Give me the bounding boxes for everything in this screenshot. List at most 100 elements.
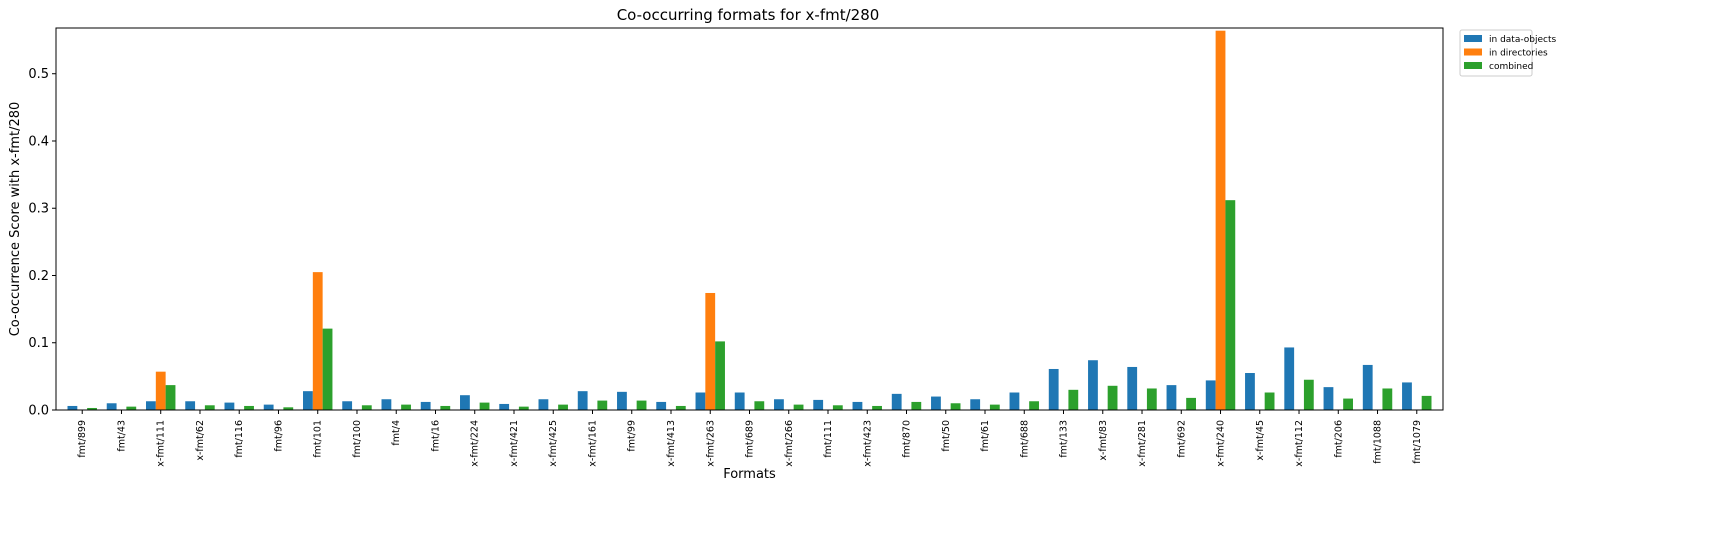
bar-x-fmt-240-series-1 — [1215, 30, 1226, 410]
bar-fmt-688-series-0 — [1009, 392, 1020, 410]
legend-label-series-0: in data-objects — [1489, 35, 1556, 45]
bar-x-fmt-111-series-1 — [155, 371, 166, 410]
x-tick-label: x-fmt/421 — [509, 420, 520, 467]
x-tick-label: fmt/692 — [1176, 420, 1187, 458]
x-tick-label: fmt/100 — [352, 420, 363, 458]
x-tick-label: x-fmt/240 — [1216, 420, 1227, 467]
bar-fmt-1088-series-0 — [1362, 364, 1373, 410]
bar-fmt-96-series-2 — [283, 407, 294, 410]
bar-fmt-99-series-2 — [636, 400, 647, 410]
x-tick-label: x-fmt/111 — [156, 420, 167, 467]
legend: in data-objects in directories combined — [1459, 29, 1556, 77]
bar-x-fmt-62-series-2 — [204, 405, 215, 410]
bar-x-fmt-263-series-1 — [705, 292, 716, 410]
y-tick-label: 0.0 — [28, 404, 49, 419]
bar-fmt-692-series-2 — [1186, 397, 1196, 410]
x-tick-label: fmt/96 — [273, 420, 284, 452]
y-tick-label: 0.3 — [28, 202, 49, 217]
y-tick-label: 0.5 — [28, 67, 49, 82]
x-tick-label: fmt/16 — [430, 420, 441, 452]
bar-x-fmt-263-series-0 — [695, 392, 706, 410]
bar-fmt-692-series-0 — [1166, 385, 1177, 410]
bar-x-fmt-266-series-0 — [774, 399, 784, 410]
x-tick-label: x-fmt/413 — [666, 420, 677, 467]
bar-x-fmt-423-series-0 — [852, 401, 863, 410]
bar-fmt-101-series-0 — [303, 391, 313, 410]
bar-fmt-689-series-2 — [754, 401, 765, 410]
bar-x-fmt-423-series-2 — [872, 405, 882, 410]
x-tick-label: x-fmt/83 — [1098, 420, 1109, 461]
x-tick-label: x-fmt/161 — [587, 420, 598, 467]
bar-fmt-43-series-0 — [106, 403, 117, 410]
bar-x-fmt-112-series-0 — [1284, 347, 1295, 410]
bar-fmt-1079-series-0 — [1402, 382, 1412, 410]
bar-fmt-100-series-2 — [361, 405, 372, 410]
x-axis-label: Formats — [723, 467, 776, 482]
bar-fmt-111-series-0 — [813, 399, 824, 410]
bar-x-fmt-263-series-2 — [715, 341, 725, 410]
x-tick-label: x-fmt/425 — [548, 420, 559, 467]
y-axis: 0.0 0.1 0.2 0.3 0.4 0.5 — [28, 67, 56, 419]
bar-x-fmt-112-series-2 — [1303, 379, 1314, 410]
bar-fmt-1088-series-2 — [1382, 388, 1393, 410]
bar-x-fmt-161-series-0 — [577, 391, 588, 410]
x-tick-label: x-fmt/224 — [470, 420, 481, 467]
x-tick-label: x-fmt/112 — [1294, 420, 1305, 467]
bar-fmt-899-series-2 — [87, 407, 97, 410]
bar-fmt-50-series-0 — [931, 396, 941, 410]
y-axis-label: Co-occurrence Score with x-fmt/280 — [8, 102, 23, 337]
y-tick-label: 0.2 — [28, 269, 49, 284]
bar-fmt-101-series-2 — [322, 328, 333, 410]
x-tick-label: fmt/688 — [1019, 420, 1030, 458]
x-tick-label: x-fmt/263 — [705, 420, 716, 467]
bar-x-fmt-62-series-0 — [185, 401, 196, 410]
bar-fmt-96-series-0 — [263, 404, 274, 410]
x-tick-label: fmt/899 — [77, 420, 88, 458]
x-tick-label: fmt/43 — [116, 420, 127, 452]
legend-label-series-1: in directories — [1489, 49, 1548, 59]
bar-fmt-870-series-0 — [891, 393, 902, 410]
bar-x-fmt-83-series-0 — [1088, 360, 1098, 410]
bar-x-fmt-281-series-2 — [1146, 388, 1157, 410]
x-tick-label: x-fmt/423 — [862, 420, 873, 467]
bar-x-fmt-413-series-0 — [656, 401, 667, 410]
bar-x-fmt-111-series-2 — [165, 385, 176, 410]
bar-fmt-206-series-2 — [1343, 398, 1353, 410]
chart-title: Co-occurring formats for x-fmt/280 — [617, 6, 880, 24]
bar-fmt-1079-series-2 — [1421, 395, 1432, 410]
bar-x-fmt-224-series-2 — [479, 402, 490, 410]
bar-x-fmt-45-series-2 — [1264, 392, 1275, 410]
bar-fmt-101-series-1 — [312, 272, 323, 410]
bar-x-fmt-240-series-0 — [1205, 380, 1216, 410]
bar-fmt-899-series-0 — [67, 405, 78, 410]
bar-x-fmt-161-series-2 — [597, 400, 608, 410]
bar-fmt-133-series-0 — [1048, 368, 1059, 410]
bar-x-fmt-45-series-0 — [1245, 373, 1255, 410]
bar-fmt-61-series-2 — [989, 404, 1000, 410]
x-tick-label: fmt/116 — [234, 420, 245, 458]
bar-x-fmt-413-series-2 — [675, 405, 686, 410]
bar-x-fmt-281-series-0 — [1127, 366, 1138, 410]
x-tick-label: fmt/1079 — [1412, 420, 1423, 464]
y-tick-label: 0.4 — [28, 134, 49, 149]
bar-x-fmt-240-series-2 — [1225, 200, 1236, 410]
bar-fmt-4-series-2 — [401, 404, 411, 410]
x-tick-label: fmt/111 — [823, 420, 834, 458]
bar-fmt-43-series-2 — [126, 406, 137, 410]
x-tick-label: fmt/99 — [627, 420, 638, 452]
bar-fmt-206-series-0 — [1323, 387, 1334, 410]
x-tick-label: x-fmt/45 — [1255, 420, 1266, 461]
bar-fmt-100-series-0 — [342, 401, 353, 410]
bar-x-fmt-111-series-0 — [146, 401, 156, 410]
bar-fmt-111-series-2 — [832, 405, 843, 410]
bar-x-fmt-224-series-0 — [460, 395, 470, 410]
bar-fmt-99-series-0 — [617, 391, 627, 410]
x-tick-label: x-fmt/266 — [784, 420, 795, 467]
x-tick-label: fmt/870 — [902, 420, 913, 458]
bar-x-fmt-425-series-2 — [558, 404, 568, 410]
x-tick-label: fmt/206 — [1333, 420, 1344, 458]
bar-fmt-16-series-2 — [440, 405, 451, 410]
bar-fmt-116-series-2 — [244, 405, 254, 410]
x-tick-label: fmt/61 — [980, 420, 991, 452]
legend-label-series-2: combined — [1489, 62, 1533, 72]
